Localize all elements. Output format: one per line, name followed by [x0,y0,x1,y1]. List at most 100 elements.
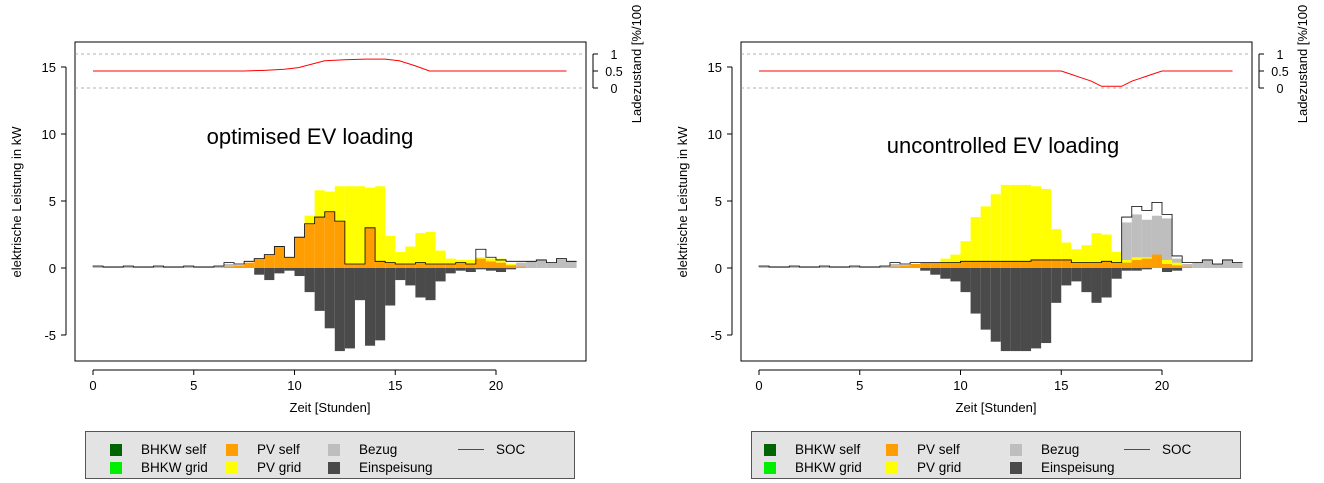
bar-pv-self [485,261,496,268]
bar-bezug [769,266,780,268]
x-tick-label: 5 [190,378,197,393]
bar-pv-self [405,263,416,268]
y-tick-label: 5 [49,194,56,209]
bar-pv-self [1151,254,1162,268]
bhkw-self-swatch [110,443,122,456]
plot-frame [740,41,1253,362]
bar-pv-self [294,237,305,268]
y-tick-label: 15 [42,60,56,75]
bar-pv-grid [445,258,456,264]
bar-pv-self [920,262,931,268]
bar-einspeisung [425,268,436,301]
bar-pv-grid [496,258,507,263]
bar-pv-self [1162,263,1173,268]
bar-einspeisung [264,268,275,281]
bar-bezug [566,261,577,268]
bhkw-grid-swatch [764,461,776,474]
bar-einspeisung [950,268,961,282]
bar-pv-self [506,265,517,268]
bar-bezug [526,261,537,268]
bar-pv-grid [980,206,991,262]
bar-einspeisung [365,268,376,346]
bar-pv-self [950,262,961,268]
bar-bezug [1182,263,1193,268]
bar-pv-grid [475,257,486,259]
bar-pv-grid [1131,257,1142,260]
einspeisung-swatch [1010,461,1022,474]
bar-einspeisung [1031,268,1042,349]
bar-pv-self [1051,259,1062,268]
bar-bezug [153,265,164,268]
legend: BHKW self BHKW grid PV self PV grid Bezu… [85,431,575,479]
bar-pv-grid [1020,184,1032,262]
bar-pv-self [264,254,275,268]
legend: BHKW self BHKW grid PV self PV grid Bezu… [751,431,1241,479]
legend-item-bhkw-grid: BHKW grid [110,460,208,475]
y-tick-label: -5 [44,328,56,343]
bar-einspeisung [1101,268,1112,298]
bar-einspeisung [1051,268,1062,303]
pv-self-swatch [226,443,238,456]
bar-bezug [1202,259,1213,268]
bar-bezug [859,266,870,268]
einspeisung-swatch [328,461,340,474]
y-tick-label: 15 [708,60,722,75]
x-tick-label: 0 [89,378,96,393]
bar-pv-self [475,258,486,268]
legend-item-pv-self: PV self [886,442,960,457]
bar-bezug [183,265,194,268]
bar-bezug [1162,218,1173,268]
bar-einspeisung [1121,268,1132,271]
bar-einspeisung [324,268,335,329]
pv-grid-swatch [886,461,898,474]
bar-bezug [879,265,890,268]
legend-item-pv-grid: PV grid [886,460,961,475]
bar-pv-grid [1061,242,1072,260]
legend-item-bhkw-grid: BHKW grid [764,460,862,475]
bar-einspeisung [506,268,517,270]
bar-bezug [1151,215,1162,268]
bar-bezug [1222,259,1233,268]
bar-bezug [889,263,901,268]
bar-bezug [133,266,144,268]
bar-pv-self [1172,265,1183,268]
bar-einspeisung [930,268,941,275]
bar-einspeisung [294,268,305,277]
legend-label: PV grid [257,460,302,475]
soc-line-swatch [1124,449,1150,450]
bar-pv-self [455,262,466,268]
bar-pv-self [960,261,971,268]
bar-pv-grid [385,235,396,263]
bar-pv-grid [1162,259,1173,264]
bar-pv-grid [990,194,1001,262]
y-tick-label: 0 [49,261,56,276]
bar-pv-self [1121,262,1132,268]
bar-bezug [839,266,850,268]
bar-bezug [536,259,547,268]
bar-einspeisung [284,268,295,271]
bar-einspeisung [395,268,406,281]
y-tick-label: 10 [42,127,56,142]
bar-pv-self [284,257,295,268]
bar-einspeisung [496,268,507,273]
bar-bezug [1212,263,1223,268]
bar-pv-self [900,265,911,268]
bar-einspeisung [254,268,265,275]
bar-pv-self [385,262,396,268]
bar-pv-self [1010,261,1021,268]
bar-einspeisung [990,268,1001,342]
load-outline [758,201,1243,268]
bar-einspeisung [980,268,991,330]
legend-label: Einspeisung [359,460,433,475]
x-tick-label: 15 [1054,378,1068,393]
axes: -5 0 5 10 15 0 5 10 15 20 0 0.5 1 [708,48,1289,393]
bar-einspeisung [435,268,446,282]
bar-einspeisung [1041,268,1052,344]
bar-einspeisung [445,268,456,274]
bar-pv-grid [1091,233,1102,263]
chart-panel-optimised: -5 0 5 10 15 0 5 10 15 20 0 0.5 1 optimised EV loadi… [9,5,644,415]
bar-pv-self [395,263,406,268]
bar-einspeisung [354,268,366,301]
legend-item-pv-self: PV self [226,442,300,457]
bar-pv-self [889,266,901,268]
